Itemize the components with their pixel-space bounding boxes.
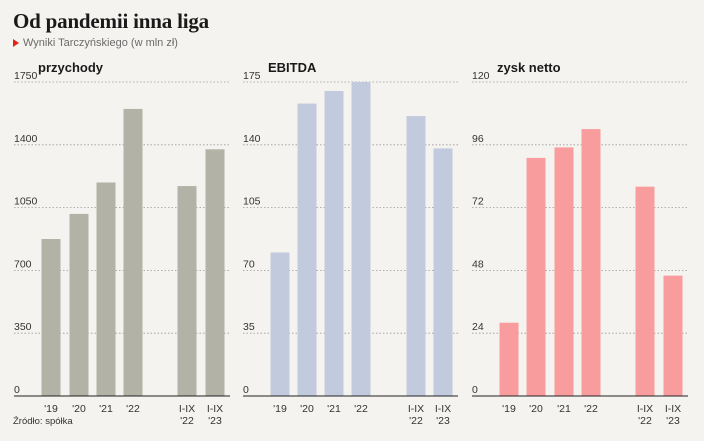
bar bbox=[433, 148, 453, 396]
chart-title: EBITDA bbox=[268, 60, 317, 75]
bar bbox=[205, 149, 225, 396]
y-tick-label: 1400 bbox=[14, 133, 38, 145]
x-tick-label: '22 bbox=[126, 403, 140, 415]
subtitle-text: Wyniki Tarczyńskiego (w mln zł) bbox=[23, 37, 178, 49]
x-tick-label: '20 bbox=[529, 403, 543, 415]
x-tick-label: '21 bbox=[327, 403, 341, 415]
y-tick-label: 700 bbox=[14, 258, 32, 270]
bar bbox=[297, 103, 317, 396]
y-tick-label: 35 bbox=[243, 321, 255, 333]
x-tick-label: '22 bbox=[409, 415, 423, 427]
chart-panel-0: przychody 0 350 700 1050 1400 1750 '19 '20 '21 '22… bbox=[14, 60, 230, 427]
y-tick-label: 72 bbox=[472, 196, 484, 208]
x-tick-label: I-IX bbox=[435, 403, 451, 415]
y-tick-label: 1750 bbox=[14, 70, 38, 82]
bar bbox=[69, 213, 89, 396]
bar bbox=[324, 90, 344, 396]
x-tick-label: '21 bbox=[99, 403, 113, 415]
subtitle: Wyniki Tarczyńskiego (w mln zł) bbox=[13, 37, 178, 49]
bar bbox=[635, 186, 655, 396]
bar bbox=[177, 186, 197, 396]
x-tick-label: '22 bbox=[354, 403, 368, 415]
y-tick-label: 24 bbox=[472, 321, 484, 333]
x-tick-label: '23 bbox=[208, 415, 222, 427]
x-tick-label: I-IX bbox=[408, 403, 424, 415]
x-tick-label: I-IX bbox=[207, 403, 223, 415]
red-triangle-icon bbox=[13, 39, 19, 47]
x-tick-label: '23 bbox=[666, 415, 680, 427]
y-tick-label: 350 bbox=[14, 321, 32, 333]
bar bbox=[406, 116, 426, 396]
bar bbox=[96, 182, 116, 396]
x-tick-label: '20 bbox=[300, 403, 314, 415]
y-tick-label: 0 bbox=[472, 384, 478, 396]
y-tick-label: 105 bbox=[243, 196, 261, 208]
y-tick-label: 96 bbox=[472, 133, 484, 145]
x-tick-label: '22 bbox=[584, 403, 598, 415]
bar bbox=[270, 252, 290, 396]
bar bbox=[499, 322, 519, 396]
x-tick-label: '19 bbox=[273, 403, 287, 415]
x-tick-label: '19 bbox=[44, 403, 58, 415]
bar bbox=[41, 239, 61, 396]
bar bbox=[351, 82, 371, 396]
bar bbox=[581, 129, 601, 396]
x-tick-label: '20 bbox=[72, 403, 86, 415]
chart-title: zysk netto bbox=[497, 60, 561, 75]
x-tick-label: '23 bbox=[436, 415, 450, 427]
x-tick-label: '21 bbox=[557, 403, 571, 415]
x-tick-label: '19 bbox=[502, 403, 516, 415]
source-note: Źródło: spółka bbox=[13, 416, 73, 427]
bar bbox=[663, 275, 683, 396]
bar bbox=[526, 157, 546, 396]
y-tick-label: 120 bbox=[472, 70, 490, 82]
y-tick-label: 0 bbox=[14, 384, 20, 396]
y-tick-label: 0 bbox=[243, 384, 249, 396]
y-tick-label: 70 bbox=[243, 258, 255, 270]
y-tick-label: 175 bbox=[243, 70, 261, 82]
bar bbox=[123, 108, 143, 397]
x-tick-label: '22 bbox=[180, 415, 194, 427]
chart-title: przychody bbox=[38, 60, 104, 75]
x-tick-label: '22 bbox=[638, 415, 652, 427]
x-tick-label: I-IX bbox=[665, 403, 681, 415]
x-tick-label: I-IX bbox=[637, 403, 653, 415]
y-tick-label: 1050 bbox=[14, 196, 38, 208]
x-tick-label: I-IX bbox=[179, 403, 195, 415]
y-tick-label: 48 bbox=[472, 258, 484, 270]
bar bbox=[554, 147, 574, 396]
page-title: Od pandemii inna liga bbox=[13, 9, 209, 33]
y-tick-label: 140 bbox=[243, 133, 261, 145]
